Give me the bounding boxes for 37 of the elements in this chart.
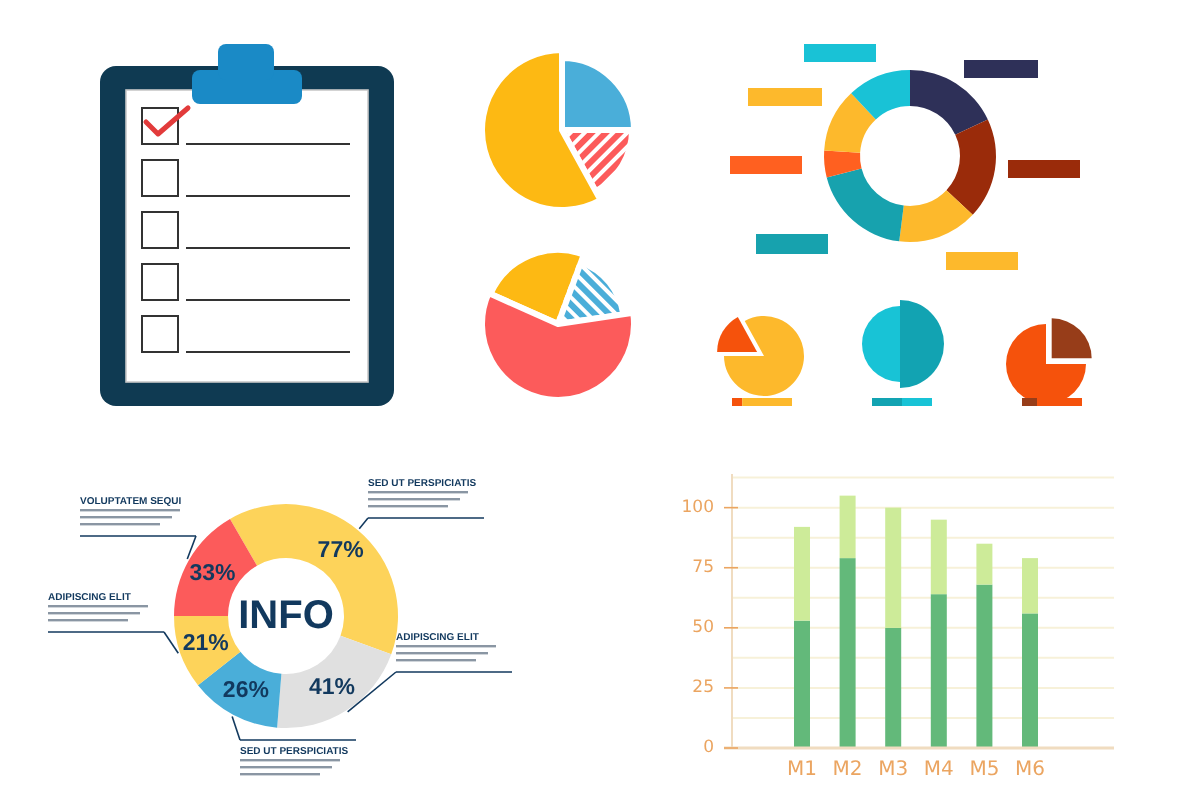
bar	[885, 627, 902, 748]
donut-slice	[851, 70, 910, 120]
data-label: 21%	[182, 631, 229, 656]
bar	[1022, 558, 1038, 614]
x-tick-label: M4	[923, 759, 954, 781]
y-tick-label: 25	[692, 677, 714, 698]
y-tick-label: 0	[703, 738, 714, 758]
bar	[930, 519, 947, 595]
data-label: 26%	[222, 678, 269, 703]
bar	[794, 526, 810, 621]
bar	[839, 495, 856, 559]
y-tick-label: 50	[692, 617, 714, 638]
x-tick-label: M3	[878, 759, 909, 781]
donut-slice	[899, 190, 973, 242]
donut-slice	[824, 93, 876, 153]
text: INFO	[238, 594, 334, 638]
bar	[976, 543, 993, 585]
bar	[1022, 613, 1038, 748]
bar	[976, 584, 993, 748]
bar	[885, 507, 902, 628]
x-tick-label: M6	[1015, 759, 1045, 781]
data-label: 41%	[308, 675, 355, 700]
x-tick-label: M1	[787, 759, 817, 781]
x-tick-label: M2	[832, 759, 863, 781]
bar	[794, 620, 810, 748]
donut-slice	[826, 168, 904, 242]
donut-slice	[910, 70, 988, 135]
data-label: 33%	[189, 561, 236, 586]
bar	[839, 558, 856, 748]
donut-slice	[277, 635, 392, 728]
x-tick-label: M5	[969, 759, 1000, 781]
data-label: 77%	[317, 538, 364, 563]
donut-slice	[824, 150, 862, 178]
y-tick-label: 100	[681, 497, 714, 518]
donut-slice	[946, 119, 996, 215]
bar	[930, 594, 947, 748]
y-tick-label: 75	[692, 557, 714, 578]
